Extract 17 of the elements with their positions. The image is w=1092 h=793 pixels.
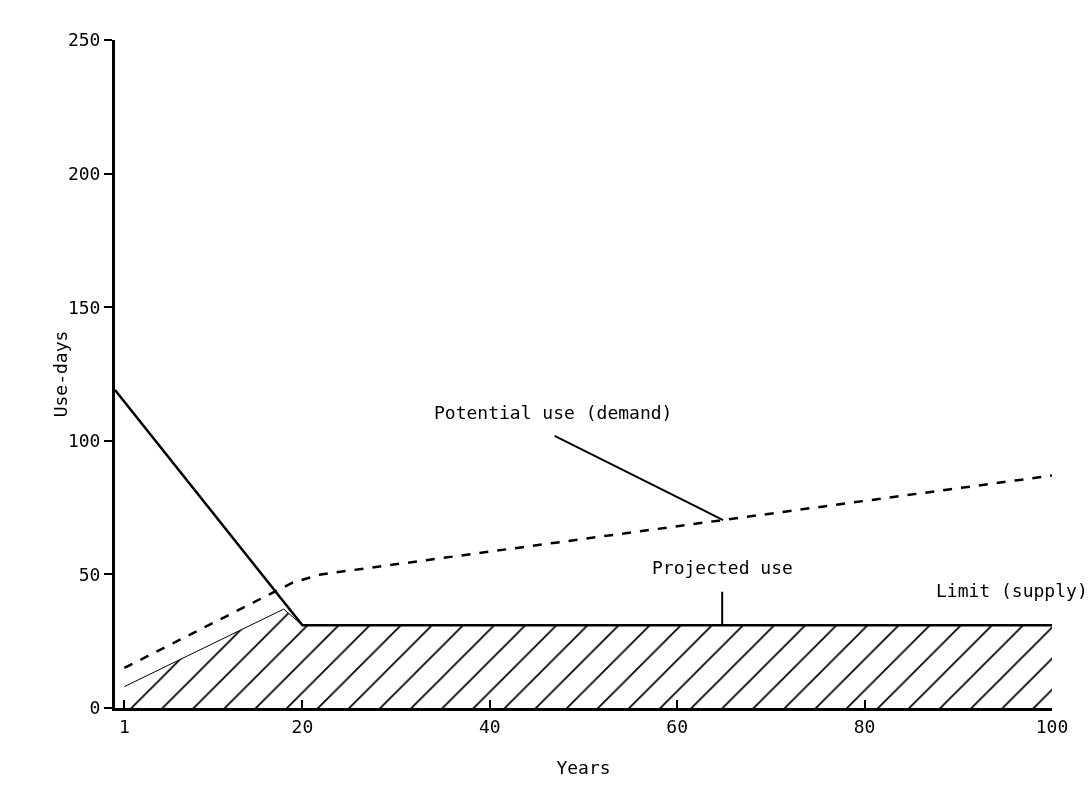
x-tick-label: 40 — [478, 715, 501, 737]
y-tick-label: 250 — [67, 29, 101, 51]
y-axis-title: Use-days — [50, 330, 71, 418]
x-tick-label: 1 — [118, 715, 130, 737]
text: Projected use — [652, 557, 793, 578]
y-tick-label: 200 — [67, 162, 101, 184]
x-tick-label: 60 — [666, 715, 689, 737]
text: Potential use (demand) — [434, 402, 673, 423]
x-tick-label: 100 — [1035, 715, 1069, 737]
x-tick-label: 20 — [291, 715, 314, 737]
y-tick-label: 100 — [67, 430, 101, 452]
x-tick-label: 80 — [853, 715, 876, 737]
y-tick-label: 0 — [89, 697, 101, 719]
y-tick-label: 50 — [78, 563, 101, 585]
x-axis-title: Years — [556, 757, 611, 778]
y-tick-label: 150 — [67, 296, 101, 318]
series-label: Limit (supply) — [936, 580, 1088, 601]
